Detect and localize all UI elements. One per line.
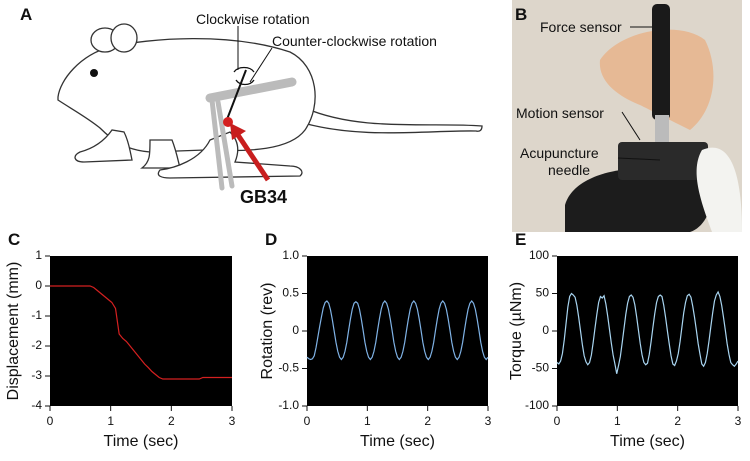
y-tick-label: 0.5 — [282, 286, 299, 300]
x-tick-label: 3 — [229, 414, 236, 428]
photo: B Force sensor Motion sensor Acupuncture… — [512, 0, 742, 232]
x-tick-label: 0 — [304, 414, 311, 428]
rotation-arrows — [233, 66, 255, 86]
rat-ear — [110, 23, 138, 53]
x-tick-label: 1 — [614, 414, 621, 428]
x-tick-label: 1 — [107, 414, 114, 428]
x-tick-label: 2 — [168, 414, 175, 428]
annotation: Clockwise rotation — [196, 11, 310, 27]
annotation: GB34 — [240, 187, 287, 207]
rat-body — [57, 37, 316, 153]
annotation: needle — [548, 162, 590, 178]
x-tick-label: 0 — [554, 414, 561, 428]
y-tick-label: -1.0 — [278, 398, 299, 412]
y-tick-label: 1.0 — [282, 248, 299, 262]
y-tick-label: 0 — [292, 323, 299, 337]
data-line — [50, 285, 232, 380]
panel-label: A — [20, 5, 32, 24]
annotation: Counter-clockwise rotation — [272, 33, 437, 49]
annotation: Motion sensor — [516, 105, 604, 121]
y-axis-label: Displacement (mm) — [5, 262, 22, 401]
red-arrow-head — [230, 123, 246, 140]
leader-line — [249, 47, 273, 83]
rat-front-leg — [74, 129, 133, 163]
panel-label: C — [8, 230, 20, 249]
red-arrow — [233, 130, 271, 182]
x-tick-label: 3 — [485, 414, 492, 428]
y-tick-label: -4 — [31, 398, 42, 412]
force-sensor — [652, 4, 670, 120]
y-tick-label: 50 — [536, 286, 550, 300]
y-tick-label: 1 — [35, 248, 42, 262]
y-tick-label: -100 — [525, 398, 549, 412]
glove — [696, 147, 742, 232]
motion-sensor — [618, 142, 708, 180]
rat-illustration: A Clockwise rotation Counter-clockwise r… — [20, 5, 483, 207]
y-tick-label: -3 — [31, 368, 42, 382]
data-line — [556, 290, 739, 374]
y-tick-label: -50 — [532, 361, 550, 375]
y-tick-label: -2 — [31, 338, 42, 352]
leader-line — [621, 111, 641, 141]
tibia — [209, 97, 235, 191]
y-tick-label: -1 — [31, 308, 42, 322]
y-tick-label: 100 — [529, 248, 549, 262]
panel-label: D — [265, 230, 277, 249]
annotation: Acupuncture — [520, 145, 599, 161]
x-tick-label: 0 — [47, 414, 54, 428]
femur — [205, 77, 297, 103]
x-tick-label: 3 — [735, 414, 742, 428]
y-axis-label: Torque (µNm) — [508, 282, 525, 380]
leader-line — [617, 157, 661, 161]
plot-background — [557, 256, 738, 406]
x-axis-label: Time (sec) — [104, 433, 179, 450]
y-axis-label: Rotation (rev) — [259, 283, 276, 380]
needle — [225, 69, 247, 123]
panel-label: E — [515, 230, 526, 249]
annotation: Force sensor — [540, 19, 622, 35]
x-tick-label: 2 — [674, 414, 681, 428]
plot-background — [50, 256, 232, 406]
panel-label: B — [515, 5, 527, 24]
x-axis-label: Time (sec) — [360, 433, 435, 450]
y-tick-label: -0.5 — [278, 361, 299, 375]
sensor-mount — [655, 115, 669, 145]
x-tick-label: 1 — [364, 414, 371, 428]
mouse — [565, 168, 712, 232]
rat-tail — [299, 107, 483, 134]
rat-eye — [90, 69, 98, 77]
data-line — [306, 300, 489, 361]
y-tick-label: 0 — [542, 323, 549, 337]
rat-hind-leg — [157, 131, 303, 179]
y-tick-label: 0 — [35, 278, 42, 292]
x-axis-label: Time (sec) — [610, 433, 685, 450]
x-tick-label: 2 — [424, 414, 431, 428]
plot-background — [307, 256, 488, 406]
charts: C 1 0 -1 -2 -3 -4 0 1 2 3 Time (sec) Displacement (m… — [5, 230, 741, 450]
